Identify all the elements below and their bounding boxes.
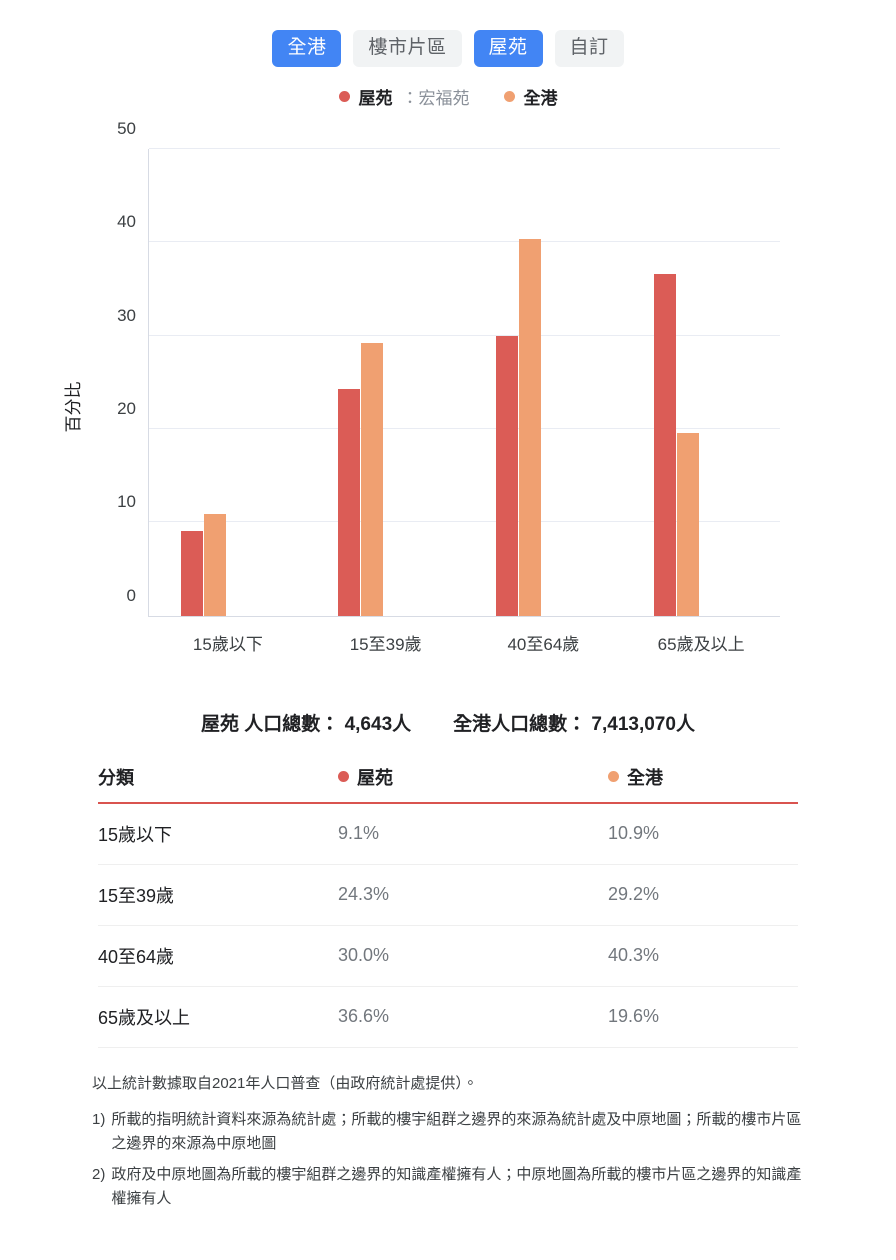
x-axis-tick-label: 15歲以下 xyxy=(192,634,263,654)
chart-bar[interactable] xyxy=(338,388,361,616)
table-cell-category: 40至64歲 xyxy=(98,925,338,987)
chart-bar[interactable] xyxy=(653,274,676,616)
chart-plot-area: 0 10 20 30 40 50 15歲以下 15至39歲 40至64歲 65歲及以上 xyxy=(117,119,780,654)
chart-bar[interactable] xyxy=(361,343,384,616)
y-axis-tick-label: 50 xyxy=(117,118,136,138)
chart-bar[interactable] xyxy=(519,239,542,616)
table-cell-allhk-value: 19.6% xyxy=(608,986,798,1048)
population-totals: 屋苑 人口總數： 4,643人 全港人口總數： 7,413,070人 xyxy=(0,709,896,736)
table-cell-estate-value: 36.6% xyxy=(338,986,608,1048)
table-row: 15至39歲 24.3% 29.2% xyxy=(98,864,798,926)
table-head: 分類 屋苑 全港 xyxy=(98,763,798,804)
legend-dot-estate-icon xyxy=(338,90,350,102)
table-row: 65歲及以上 36.6% 19.6% xyxy=(98,986,798,1048)
table-cell-category: 15至39歲 xyxy=(98,864,338,926)
chart-bar[interactable] xyxy=(676,432,699,616)
tab-custom[interactable]: 自訂 xyxy=(554,30,624,67)
table-cell-estate-value: 24.3% xyxy=(338,864,608,926)
y-axis-tick-label: 10 xyxy=(117,492,136,512)
table-header-category-label: 分類 xyxy=(98,767,134,788)
chart-bar[interactable] xyxy=(496,335,519,616)
table-row: 40至64歲 30.0% 40.3% xyxy=(98,925,798,987)
footnote-lead: 以上統計數據取自2021年人口普查（由政府統計處提供）。 xyxy=(92,1074,478,1092)
chart-category-group: 65歲及以上 xyxy=(622,149,780,654)
y-axis-tick-label: 40 xyxy=(117,212,136,232)
table-cell-allhk-value: 40.3% xyxy=(608,925,798,987)
footnote-item-1: 1) 所載的指明統計資料來源為統計處；所載的樓宇組群之邊界的來源為統計處及中原地… xyxy=(92,1108,804,1156)
table-col-category: 分類 xyxy=(98,763,338,804)
total-estate-population: 屋苑 人口總數： 4,643人 xyxy=(201,713,412,735)
gridline xyxy=(149,334,780,336)
tab-estate[interactable]: 屋苑 xyxy=(473,30,543,67)
table-cell-category: 65歲及以上 xyxy=(98,986,338,1048)
footnote-item-2: 2) 政府及中原地圖為所載的樓宇組群之邊界的知識產權擁有人；中原地圖為所載的樓市… xyxy=(92,1163,804,1211)
chart-category-group: 40至64歲 xyxy=(465,149,623,654)
table-body: 15歲以下 9.1% 10.9% 15至39歲 24.3% 29.2% 40至64歲 30.0… xyxy=(98,802,798,1048)
legend-label-allhk: 全港 xyxy=(523,88,558,108)
chart-legend: 屋苑 ：宏福苑 全港 xyxy=(0,84,896,109)
table-col-allhk: 全港 xyxy=(608,763,798,804)
population-age-bar-chart: 百分比 0 10 20 30 40 50 15歲以下 15至39歲 40至64歲 65歲及以上 xyxy=(0,119,896,687)
legend-item-estate[interactable]: 屋苑 ：宏福苑 xyxy=(338,84,470,109)
table-col-estate: 屋苑 xyxy=(338,763,608,804)
tab-district[interactable]: 樓市片區 xyxy=(353,30,462,67)
table-cell-allhk-value: 29.2% xyxy=(608,864,798,926)
table-row: 15歲以下 9.1% 10.9% xyxy=(98,802,798,865)
legend-label-estate: 屋苑 xyxy=(358,88,393,108)
gridline xyxy=(149,147,780,149)
table-header-allhk-label: 全港 xyxy=(627,767,663,788)
chart-category-group: 15至39歲 xyxy=(307,149,465,654)
y-axis-title: 百分比 xyxy=(64,381,83,433)
y-axis-tick-label: 30 xyxy=(117,305,136,325)
footnote-2-number: 2) xyxy=(92,1165,106,1183)
footnote-1-number: 1) xyxy=(92,1110,106,1128)
table-header-row: 分類 屋苑 全港 xyxy=(98,763,798,804)
scope-tab-bar: 全港 樓市片區 屋苑 自訂 xyxy=(0,0,896,67)
table-cell-estate-value: 30.0% xyxy=(338,925,608,987)
tab-all-hk[interactable]: 全港 xyxy=(272,30,342,67)
chart-bar[interactable] xyxy=(180,530,203,616)
age-distribution-table: 分類 屋苑 全港 15歲以下 9.1% 10.9% 15至39歲 24.3% 29.2% 4… xyxy=(98,763,798,1048)
gridline xyxy=(149,521,780,523)
table-header-dot-allhk-icon xyxy=(608,771,619,783)
total-allhk-population: 全港人口總數： 7,413,070人 xyxy=(453,713,695,735)
table-cell-allhk-value: 10.9% xyxy=(608,802,798,865)
footnote-2-text: 政府及中原地圖為所載的樓宇組群之邊界的知識產權擁有人；中原地圖為所載的樓市片區之… xyxy=(111,1165,802,1207)
y-axis-tick-label: 20 xyxy=(117,399,136,419)
x-axis-tick-label: 40至64歲 xyxy=(507,634,580,654)
chart-bar[interactable] xyxy=(203,514,226,616)
footnote-1-text: 所載的指明統計資料來源為統計處；所載的樓宇組群之邊界的來源為統計處及中原地圖；所… xyxy=(111,1110,802,1152)
table-cell-estate-value: 9.1% xyxy=(338,802,608,865)
footnotes: 以上統計數據取自2021年人口普查（由政府統計處提供）。 1) 所載的指明統計資… xyxy=(92,1072,804,1211)
table-header-dot-estate-icon xyxy=(338,771,349,783)
legend-sublabel-estate: ：宏福苑 xyxy=(401,88,470,108)
gridline xyxy=(149,241,780,243)
x-axis-tick-label: 65歲及以上 xyxy=(657,634,745,654)
table-header-estate-label: 屋苑 xyxy=(357,767,393,788)
table-cell-category: 15歲以下 xyxy=(98,802,338,865)
x-axis-tick-label: 15至39歲 xyxy=(349,634,422,654)
y-axis-tick-label: 0 xyxy=(126,585,136,605)
gridline xyxy=(149,428,780,430)
legend-dot-allhk-icon xyxy=(503,90,515,102)
legend-item-allhk[interactable]: 全港 xyxy=(503,84,558,109)
chart-category-group: 15歲以下 xyxy=(149,149,307,654)
